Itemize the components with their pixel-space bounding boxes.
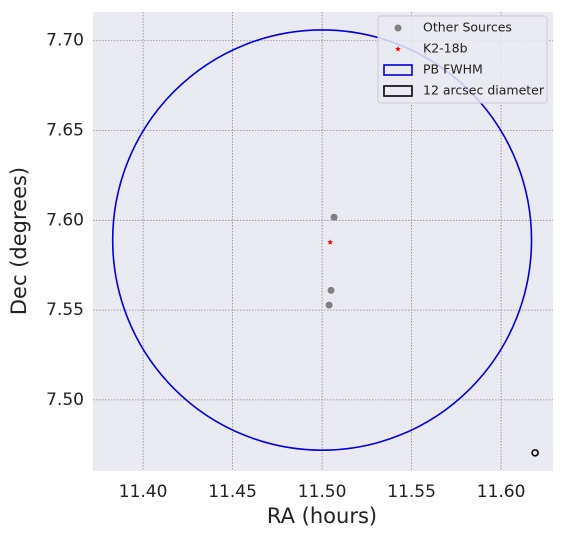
circle-region bbox=[111, 29, 533, 451]
y-tick-label: 7.65 bbox=[46, 121, 84, 141]
x-tick-label: 11.60 bbox=[477, 482, 526, 502]
point bbox=[325, 301, 333, 309]
y-tick-label: 7.60 bbox=[46, 210, 84, 230]
marks bbox=[111, 29, 539, 457]
star-marker bbox=[327, 239, 334, 245]
legend-swatch bbox=[383, 85, 413, 97]
x-tick-label: 11.50 bbox=[298, 482, 347, 502]
legend-swatch bbox=[383, 64, 413, 76]
legend-label: Other Sources bbox=[423, 20, 512, 35]
point bbox=[394, 24, 402, 32]
point bbox=[330, 213, 338, 221]
x-tick-label: 11.45 bbox=[208, 482, 257, 502]
point bbox=[327, 286, 335, 294]
x-tick-label: 11.40 bbox=[119, 482, 168, 502]
legend-box bbox=[377, 15, 548, 104]
legend-label: PB FWHM bbox=[423, 62, 483, 77]
y-tick-label: 7.50 bbox=[46, 390, 84, 410]
x-tick-label: 11.55 bbox=[387, 482, 436, 502]
legend-label: K2-18b bbox=[423, 41, 468, 56]
y-axis-label: Dec (degrees) bbox=[7, 167, 31, 315]
legend-label: 12 arcsec diameter bbox=[423, 83, 545, 98]
x-axis-label: RA (hours) bbox=[267, 504, 377, 528]
y-tick-label: 7.70 bbox=[46, 31, 84, 51]
y-tick-label: 7.55 bbox=[46, 300, 84, 320]
circle-region bbox=[531, 449, 539, 457]
legend: Other Sources K2-18b PB FWHM 12 arcsec diam… bbox=[377, 15, 548, 104]
star-marker bbox=[395, 46, 401, 52]
